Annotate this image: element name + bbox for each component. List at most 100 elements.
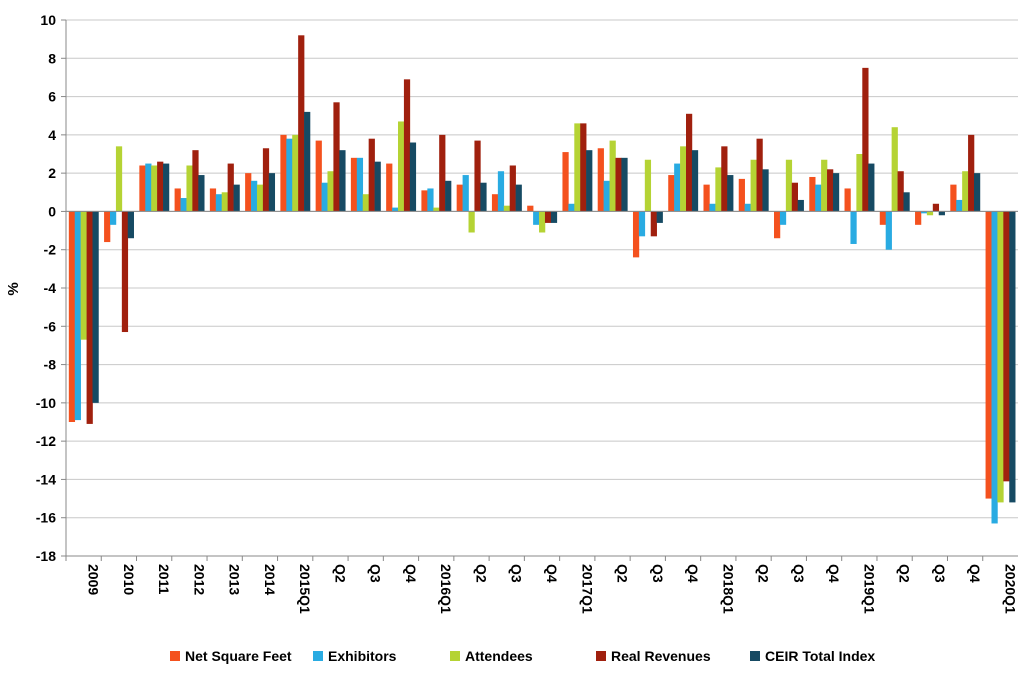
bar-net-square-feet — [915, 211, 922, 225]
y-tick-label: 4 — [48, 127, 56, 143]
bar-exhibitors — [497, 171, 505, 212]
x-tick-label: Q2 — [897, 564, 913, 583]
y-tick-label: -8 — [44, 357, 57, 373]
bar-ceir-total-index — [92, 211, 99, 403]
bar-net-square-feet — [809, 176, 816, 212]
bar-attendees — [785, 159, 793, 212]
bar-ceir-total-index — [480, 182, 487, 212]
bar-net-square-feet — [280, 134, 287, 212]
bar-exhibitors — [251, 180, 258, 212]
bar-ceir-total-index — [409, 142, 417, 212]
bar-ceir-total-index — [515, 184, 522, 212]
bar-exhibitors — [427, 188, 434, 212]
bar-real-revenues — [721, 146, 728, 212]
x-tick-label: Q2 — [332, 564, 348, 583]
bar-ceir-total-index — [268, 173, 276, 212]
y-tick-label: 10 — [40, 12, 56, 28]
bar-ceir-total-index — [832, 173, 840, 212]
bar-exhibitors — [110, 211, 117, 225]
bar-ceir-total-index — [198, 175, 205, 212]
bar-real-revenues — [932, 203, 940, 212]
bar-exhibitors — [392, 207, 399, 212]
bar-ceir-total-index — [163, 163, 170, 212]
bar-real-revenues — [897, 171, 904, 212]
bar-ceir-total-index — [304, 111, 311, 212]
bar-real-revenues — [509, 165, 516, 212]
bar-exhibitors — [815, 184, 822, 212]
bar-real-revenues — [121, 211, 129, 333]
legend-label: CEIR Total Index — [765, 648, 875, 664]
legend: Net Square Feet Exhibitors Attendees Real R… — [170, 648, 875, 664]
bar-real-revenues — [474, 140, 481, 212]
bar-real-revenues — [1003, 211, 1010, 482]
bar-real-revenues — [791, 182, 798, 212]
bar-attendees — [151, 165, 158, 212]
legend-label: Attendees — [465, 648, 533, 664]
bar-real-revenues — [827, 169, 834, 212]
bar-exhibitors — [568, 203, 575, 212]
y-tick-label: -10 — [36, 395, 56, 411]
bar-real-revenues — [227, 163, 234, 212]
legend-label: Net Square Feet — [185, 648, 292, 664]
bar-attendees — [398, 121, 405, 212]
legend-label: Real Revenues — [611, 648, 711, 664]
y-tick-label: -2 — [44, 242, 57, 258]
y-tick-label: 8 — [48, 50, 56, 66]
bar-real-revenues — [862, 67, 869, 212]
x-tick-label: 2011 — [156, 564, 172, 595]
bar-exhibitors — [603, 180, 610, 212]
bar-attendees — [962, 171, 969, 212]
bar-exhibitors — [638, 211, 646, 237]
bar-real-revenues — [157, 161, 164, 212]
bar-exhibitors — [286, 138, 293, 212]
bar-exhibitors — [850, 211, 857, 244]
y-tick-label: -4 — [44, 280, 57, 296]
bar-ceir-total-index — [974, 173, 981, 212]
x-tick-label: Q2 — [615, 564, 631, 583]
bar-exhibitors — [709, 203, 716, 212]
bar-attendees — [115, 146, 123, 212]
y-tick-label: -12 — [36, 433, 56, 449]
bar-exhibitors — [533, 211, 540, 225]
bar-net-square-feet — [68, 211, 76, 422]
bar-ceir-total-index — [903, 192, 910, 212]
bar-exhibitors — [215, 194, 222, 212]
x-tick-label: 2014 — [262, 564, 278, 595]
bars — [68, 35, 1016, 524]
bar-real-revenues — [86, 211, 93, 424]
x-tick-label: 2017Q1 — [579, 564, 595, 614]
bar-ceir-total-index — [691, 150, 699, 212]
x-tick-label: Q3 — [791, 564, 807, 583]
x-tick-label: Q3 — [650, 564, 666, 583]
bar-exhibitors — [356, 157, 364, 212]
bar-net-square-feet — [139, 165, 146, 212]
y-tick-label: -6 — [44, 318, 57, 334]
bar-real-revenues — [262, 148, 270, 212]
bar-exhibitors — [956, 199, 963, 212]
bar-real-revenues — [968, 134, 975, 212]
bar-attendees — [644, 159, 652, 212]
bar-ceir-total-index — [445, 180, 452, 212]
bar-attendees — [821, 159, 828, 212]
bar-exhibitors — [674, 163, 681, 212]
bar-net-square-feet — [950, 184, 957, 212]
bar-ceir-total-index — [938, 211, 945, 216]
bar-net-square-feet — [245, 173, 252, 212]
bar-attendees — [256, 184, 264, 212]
bar-attendees — [680, 146, 687, 212]
bar-ceir-total-index — [339, 150, 346, 212]
bar-real-revenues — [580, 123, 587, 212]
bar-ceir-total-index — [586, 150, 593, 212]
bar-net-square-feet — [104, 211, 111, 243]
bar-ceir-total-index — [727, 175, 734, 212]
x-tick-label: Q4 — [544, 564, 560, 583]
bar-net-square-feet — [456, 184, 463, 212]
x-tick-label: Q3 — [509, 564, 525, 583]
bar-attendees — [186, 165, 193, 212]
bar-attendees — [609, 140, 616, 212]
y-axis-label: % — [5, 282, 22, 295]
bar-attendees — [433, 207, 440, 212]
x-tick-label: 2009 — [86, 564, 102, 595]
bar-net-square-feet — [350, 157, 358, 212]
